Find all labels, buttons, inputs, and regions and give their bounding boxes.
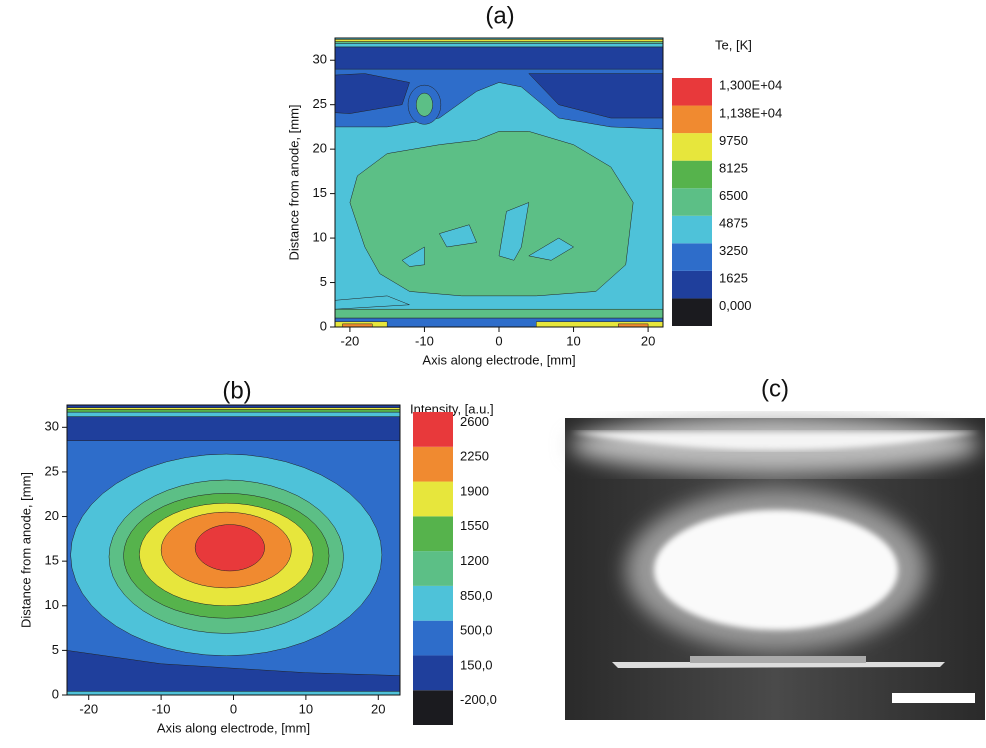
x-tick-label: 20: [641, 333, 655, 348]
colorbar-label: 1550: [460, 518, 489, 533]
y-tick-label: 0: [320, 318, 327, 333]
colorbar-block: [413, 482, 453, 517]
colorbar-label: 150,0: [460, 657, 493, 672]
colorbar-block: [413, 447, 453, 482]
contour-region: [275, 47, 722, 69]
colorbar-label: 6500: [719, 188, 748, 203]
y-tick-label: 15: [313, 185, 327, 200]
y-tick-label: 20: [313, 141, 327, 156]
colorbar-block: [672, 133, 712, 161]
contour-region: [350, 131, 633, 296]
contour-region: [16, 412, 450, 416]
colorbar-label: -200,0: [460, 692, 497, 707]
colorbar-label: 2250: [460, 449, 489, 464]
colorbar-label: 1,138E+04: [719, 105, 782, 120]
anode-block: [690, 656, 866, 663]
colorbar-title: Te, [K]: [715, 37, 752, 52]
colorbar-block: [413, 551, 453, 586]
colorbar-label: 8125: [719, 160, 748, 175]
panel-label: (c): [761, 375, 789, 402]
x-axis-label: Axis along electrode, [mm]: [157, 720, 310, 735]
colorbar-block: [672, 188, 712, 216]
colorbar-label: 4875: [719, 215, 748, 230]
colorbar-block: [413, 516, 453, 551]
contour-region: [16, 408, 450, 410]
colorbar-block: [672, 271, 712, 299]
y-tick-label: 10: [45, 597, 59, 612]
colorbar-label: 2600: [460, 414, 489, 429]
y-tick-label: 25: [313, 96, 327, 111]
colorbar-block: [672, 161, 712, 189]
colorbar-block: [413, 690, 453, 725]
x-tick-label: 20: [371, 701, 385, 716]
x-tick-label: 10: [299, 701, 313, 716]
y-tick-label: 0: [52, 686, 59, 701]
y-tick-label: 15: [45, 553, 59, 568]
y-tick-label: 5: [52, 642, 59, 657]
colorbar-label: 9750: [719, 133, 748, 148]
figure: (c) (a) -20 -10 0 10 20 0 5 10 15 20 25 30 Axis along…: [0, 0, 986, 748]
plot-area: [275, 0, 722, 371]
y-axis-label: Distance from anode, [mm]: [286, 104, 301, 260]
contour-region: [16, 409, 450, 412]
y-tick-label: 5: [320, 274, 327, 289]
contour-region: [275, 309, 722, 318]
y-tick-label: 25: [45, 463, 59, 478]
colorbar-label: 1200: [460, 553, 489, 568]
colorbar-block: [413, 412, 453, 447]
x-tick-label: -20: [79, 701, 98, 716]
plasma: [654, 510, 898, 630]
colorbar-block: [413, 586, 453, 621]
contour-region: [16, 417, 450, 441]
colorbar-label: 1,300E+04: [719, 78, 782, 93]
colorbar-label: 850,0: [460, 588, 493, 603]
colorbar-label: 0,000: [719, 298, 752, 313]
photo: [565, 417, 985, 720]
x-axis-label: Axis along electrode, [mm]: [422, 352, 575, 367]
contour-region: [275, 39, 722, 41]
colorbar-block: [672, 78, 712, 106]
colorbar-block: [413, 621, 453, 656]
x-tick-label: -10: [415, 333, 434, 348]
y-tick-label: 20: [45, 508, 59, 523]
x-tick-label: -20: [341, 333, 360, 348]
panel-title: (b): [222, 377, 251, 404]
contour-region: [275, 42, 722, 44]
colorbar-label: 3250: [719, 243, 748, 258]
contour-region: [195, 525, 264, 571]
panel-title: (a): [485, 2, 514, 29]
colorbar-label: 500,0: [460, 623, 493, 638]
y-tick-label: 10: [313, 230, 327, 245]
x-tick-label: 10: [566, 333, 580, 348]
y-tick-label: 30: [45, 419, 59, 434]
x-tick-label: -10: [152, 701, 171, 716]
contour-region: [275, 43, 722, 47]
scale-bar: [892, 693, 975, 703]
colorbar-block: [413, 655, 453, 690]
x-tick-label: 0: [495, 333, 502, 348]
contour-region: [416, 93, 432, 116]
colorbar-block: [672, 298, 712, 326]
colorbar-block: [672, 243, 712, 271]
y-tick-label: 30: [313, 52, 327, 67]
x-tick-label: 0: [230, 701, 237, 716]
colorbar-block: [672, 106, 712, 134]
colorbar-block: [672, 216, 712, 244]
colorbar-label: 1900: [460, 483, 489, 498]
colorbar-label: 1625: [719, 271, 748, 286]
y-axis-label: Distance from anode, [mm]: [18, 472, 33, 628]
